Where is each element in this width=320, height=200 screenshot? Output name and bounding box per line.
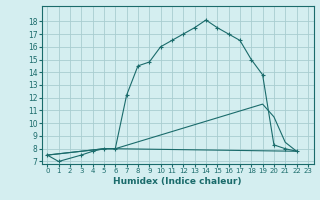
X-axis label: Humidex (Indice chaleur): Humidex (Indice chaleur) [113,177,242,186]
